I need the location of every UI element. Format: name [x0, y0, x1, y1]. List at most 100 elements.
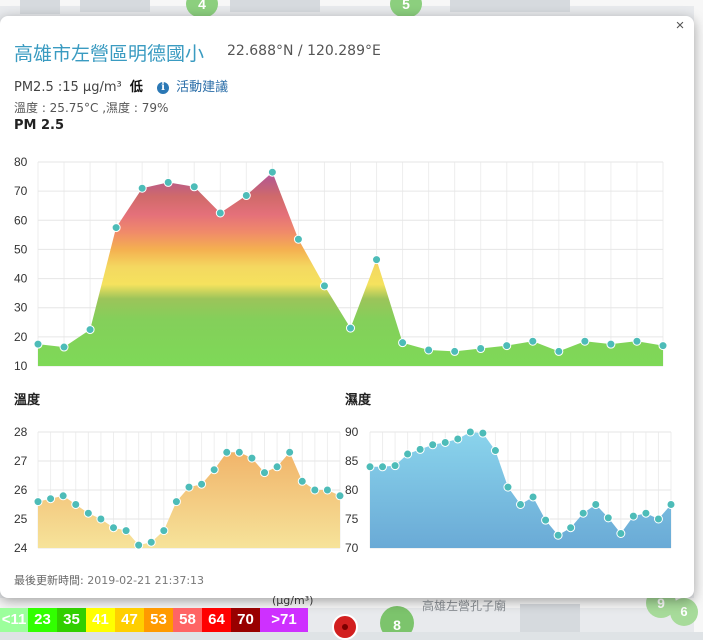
humidity-point[interactable]: [528, 492, 538, 502]
temp-point[interactable]: [58, 491, 68, 501]
legend-cell: >71: [260, 608, 308, 632]
legend-cell: 41: [86, 608, 115, 632]
humidity-point[interactable]: [478, 428, 488, 438]
temp-point[interactable]: [96, 514, 106, 524]
humidity-point[interactable]: [453, 434, 463, 444]
humidity-point[interactable]: [503, 482, 513, 492]
temp-point[interactable]: [83, 508, 93, 518]
pm-point[interactable]: [658, 341, 668, 351]
temp-y-tick-label: 28: [14, 425, 28, 439]
temp-point[interactable]: [197, 479, 207, 489]
temp-point[interactable]: [260, 468, 269, 478]
temp-point[interactable]: [272, 462, 282, 472]
temp-y-tick-label: 25: [14, 512, 28, 526]
temperature-chart: 24 25 26 27 28: [14, 425, 345, 554]
pm-point[interactable]: [476, 344, 486, 354]
pm-point[interactable]: [606, 339, 616, 349]
humidity-point[interactable]: [603, 513, 613, 523]
temp-point[interactable]: [234, 447, 244, 457]
humidity-point[interactable]: [516, 500, 525, 509]
cluster-marker[interactable]: 6: [670, 598, 698, 626]
humidity-point[interactable]: [591, 500, 601, 509]
pm-point[interactable]: [398, 338, 408, 348]
pm-area: [38, 172, 663, 366]
pm-point[interactable]: [59, 342, 69, 352]
humidity-point[interactable]: [403, 449, 413, 459]
selected-station-pin[interactable]: [332, 614, 358, 640]
humidity-point[interactable]: [440, 437, 450, 447]
pm-summary: PM2.5 :15 µg/m³ 低 i 活動建議: [14, 76, 228, 95]
temp-point[interactable]: [310, 485, 320, 495]
activity-advice-link[interactable]: 活動建議: [176, 80, 229, 95]
humidity-point[interactable]: [390, 461, 400, 471]
legend-cell: 64: [202, 608, 231, 632]
temp-point[interactable]: [71, 500, 81, 509]
station-name[interactable]: 高雄市左營區明德國小: [14, 43, 205, 65]
pm-point[interactable]: [241, 191, 251, 201]
pm-point[interactable]: [554, 346, 564, 356]
temp-point[interactable]: [222, 447, 232, 457]
pm-point[interactable]: [372, 255, 382, 265]
pm-point[interactable]: [267, 167, 277, 177]
temp-point[interactable]: [247, 453, 257, 463]
pm-point[interactable]: [528, 336, 538, 346]
humidity-point[interactable]: [616, 529, 626, 538]
pm-point[interactable]: [450, 346, 460, 356]
temp-point[interactable]: [335, 491, 345, 501]
pm-point[interactable]: [137, 183, 147, 193]
pm-color-legend: <11 23 35 41 47 53 58 64 70 >71: [0, 608, 308, 632]
legend-cell: 23: [28, 608, 57, 632]
humidity-point[interactable]: [415, 444, 425, 454]
temp-point[interactable]: [121, 526, 131, 536]
cluster-marker[interactable]: 5: [390, 0, 422, 18]
humidity-point[interactable]: [378, 462, 388, 472]
pm-point[interactable]: [502, 341, 512, 351]
station-popup: × 高雄市左營區明德國小 22.688°N / 120.289°E PM2.5 …: [0, 16, 694, 598]
cluster-marker[interactable]: 4: [186, 0, 218, 18]
pm-point[interactable]: [346, 323, 355, 333]
pin-center-dot: [342, 624, 348, 630]
temp-point[interactable]: [171, 497, 181, 507]
temp-point[interactable]: [159, 526, 169, 536]
humidity-y-tick-label: 70: [345, 541, 359, 554]
pm-point[interactable]: [85, 325, 95, 335]
temp-point[interactable]: [33, 497, 43, 507]
humidity-point[interactable]: [653, 514, 663, 524]
pm-point[interactable]: [163, 177, 173, 187]
temp-y-tick-label: 24: [14, 541, 28, 554]
temp-point[interactable]: [184, 482, 194, 492]
humidity-point[interactable]: [641, 508, 651, 518]
temp-point[interactable]: [209, 465, 219, 475]
temp-point[interactable]: [297, 476, 307, 486]
pm-point[interactable]: [189, 182, 199, 192]
pm-point[interactable]: [111, 223, 121, 233]
pm-point[interactable]: [215, 208, 225, 218]
pm-point[interactable]: [424, 345, 434, 355]
humidity-point[interactable]: [365, 462, 375, 472]
temp-humidity-summary: 溫度 : 25.75°C ,濕度 : 79%: [14, 101, 169, 115]
pm-point[interactable]: [293, 234, 303, 244]
close-button[interactable]: ×: [675, 17, 685, 34]
humidity-point[interactable]: [465, 427, 475, 437]
info-icon[interactable]: i: [157, 82, 169, 94]
humidity-point[interactable]: [553, 530, 563, 540]
humidity-point[interactable]: [666, 500, 676, 509]
temp-point[interactable]: [146, 537, 156, 547]
pm-point[interactable]: [319, 281, 329, 291]
pm-point[interactable]: [632, 336, 642, 346]
temp-point[interactable]: [285, 447, 295, 457]
humidity-point[interactable]: [541, 515, 551, 525]
temp-point[interactable]: [46, 494, 56, 504]
temp-point[interactable]: [109, 523, 118, 533]
humidity-point[interactable]: [566, 523, 576, 533]
pm-point[interactable]: [580, 336, 590, 346]
humidity-point[interactable]: [578, 508, 588, 518]
temp-point[interactable]: [134, 540, 144, 550]
temp-point[interactable]: [322, 485, 332, 495]
pm-point[interactable]: [33, 339, 43, 349]
pm-reading: PM2.5 :15 µg/m³: [14, 80, 122, 95]
humidity-point[interactable]: [428, 440, 438, 450]
humidity-point[interactable]: [490, 446, 500, 456]
cluster-marker[interactable]: 8: [380, 606, 414, 632]
humidity-point[interactable]: [628, 511, 638, 521]
